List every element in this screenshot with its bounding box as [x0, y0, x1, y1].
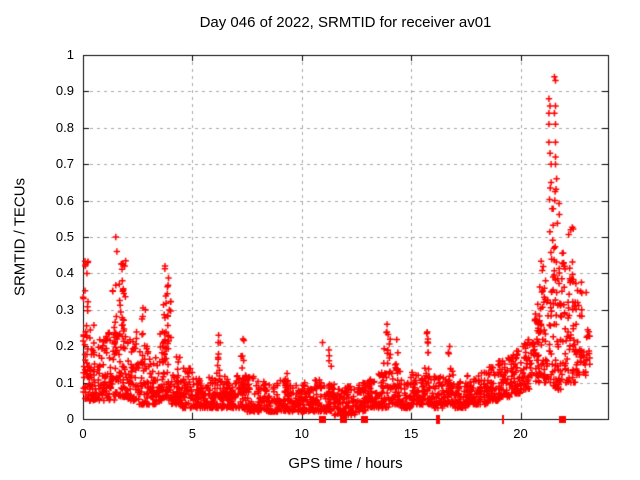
- y-tick-label: 0.7: [55, 156, 74, 172]
- x-tick-label: 20: [513, 426, 528, 441]
- y-tick-label: 1: [66, 47, 74, 62]
- x-axis-label: GPS time / hours: [288, 455, 403, 472]
- x-tick-label: 5: [188, 426, 196, 441]
- chart-title: Day 046 of 2022, SRMTID for receiver av0…: [199, 14, 492, 31]
- x-tick-label: 0: [79, 426, 87, 441]
- y-tick-label: 0.4: [55, 265, 74, 281]
- y-tick-label: 0.2: [55, 338, 74, 354]
- y-tick-label: 0: [66, 411, 74, 426]
- y-tick-label: 0.3: [55, 301, 74, 317]
- y-tick-label: 0.1: [55, 374, 74, 390]
- y-tick-label: 0.5: [55, 229, 74, 244]
- y-tick-label: 0.8: [55, 119, 74, 135]
- y-tick-label: 0.6: [55, 192, 74, 208]
- y-tick-label: 0.9: [55, 83, 74, 99]
- x-tick-label: 10: [294, 426, 309, 441]
- x-tick-label: 15: [403, 426, 419, 441]
